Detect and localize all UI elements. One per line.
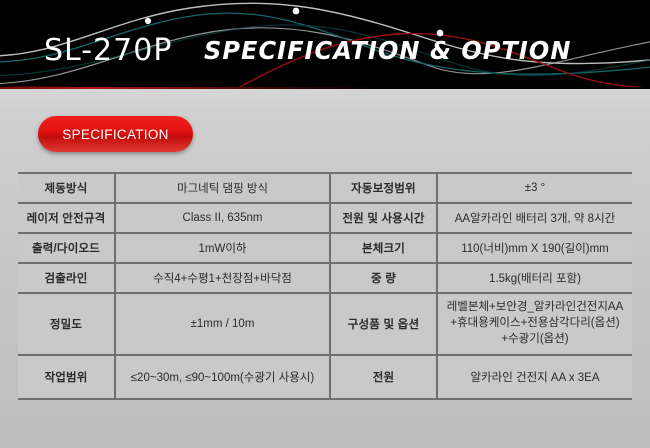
- table-row: 출력/다이오드 1mW이하 본체크기 110(너비)mm X 190(길이)mm: [18, 233, 632, 263]
- banner-title: SPECIFICATION & OPTION: [204, 36, 572, 65]
- spec-label: 제동방식: [18, 173, 116, 203]
- node-dot: [436, 29, 444, 37]
- content-area: SPECIFICATION 제동방식 마그네틱 댐핑 방식 자동보정범위 ±3 …: [0, 89, 650, 448]
- spec-label: 구성품 및 옵션: [330, 293, 438, 355]
- spec-value: 1mW이하: [115, 233, 331, 263]
- spec-value: 수직4+수평1+천장점+바닥점: [115, 263, 331, 293]
- spec-value: 알카라인 건전지 AA x 3EA: [437, 355, 632, 399]
- spec-value-multiline: 레벨본체+보안경_알카라인건전지AA +휴대용케이스+전용삼각다리(옵션) +수광기…: [437, 293, 632, 355]
- specification-badge: SPECIFICATION: [38, 116, 193, 152]
- node-dot: [144, 17, 152, 25]
- spec-label: 자동보정범위: [330, 173, 438, 203]
- spec-label: 본체크기: [330, 233, 438, 263]
- spec-label: 전원 및 사용시간: [330, 203, 438, 233]
- spec-value: 110(너비)mm X 190(길이)mm: [437, 233, 632, 263]
- specification-badge-label: SPECIFICATION: [62, 126, 169, 142]
- spec-label: 검출라인: [18, 263, 116, 293]
- spec-label: 정밀도: [18, 293, 116, 355]
- spec-value: 마그네틱 댐핑 방식: [115, 173, 331, 203]
- product-model-name: SL-270P: [44, 33, 173, 68]
- header-banner: SL-270P SPECIFICATION & OPTION: [0, 0, 650, 89]
- node-dot: [292, 7, 300, 15]
- spec-value: ≤20~30m, ≤90~100m(수광기 사용시): [115, 355, 331, 399]
- specification-table: 제동방식 마그네틱 댐핑 방식 자동보정범위 ±3 ° 레이저 안전규격 Cla…: [18, 172, 632, 400]
- spec-label: 전원: [330, 355, 438, 399]
- table-row: 검출라인 수직4+수평1+천장점+바닥점 중 량 1.5kg(배터리 포함): [18, 263, 632, 293]
- spec-value: ±3 °: [437, 173, 632, 203]
- spec-value: AA알카라인 배터리 3개, 약 8시간: [437, 203, 632, 233]
- spec-value: ±1mm / 10m: [115, 293, 331, 355]
- spec-label: 출력/다이오드: [18, 233, 116, 263]
- spec-label: 중 량: [330, 263, 438, 293]
- spec-value: 1.5kg(배터리 포함): [437, 263, 632, 293]
- table-row: 제동방식 마그네틱 댐핑 방식 자동보정범위 ±3 °: [18, 173, 632, 203]
- table-row: 작업범위 ≤20~30m, ≤90~100m(수광기 사용시) 전원 알카라인 …: [18, 355, 632, 399]
- table-row: 레이저 안전규격 Class II, 635nm 전원 및 사용시간 AA알카라…: [18, 203, 632, 233]
- spec-value: Class II, 635nm: [115, 203, 331, 233]
- spec-label: 작업범위: [18, 355, 116, 399]
- table-row: 정밀도 ±1mm / 10m 구성품 및 옵션 레벨본체+보안경_알카라인건전지…: [18, 293, 632, 355]
- banner-bottom-rule: [0, 87, 650, 89]
- spec-label: 레이저 안전규격: [18, 203, 116, 233]
